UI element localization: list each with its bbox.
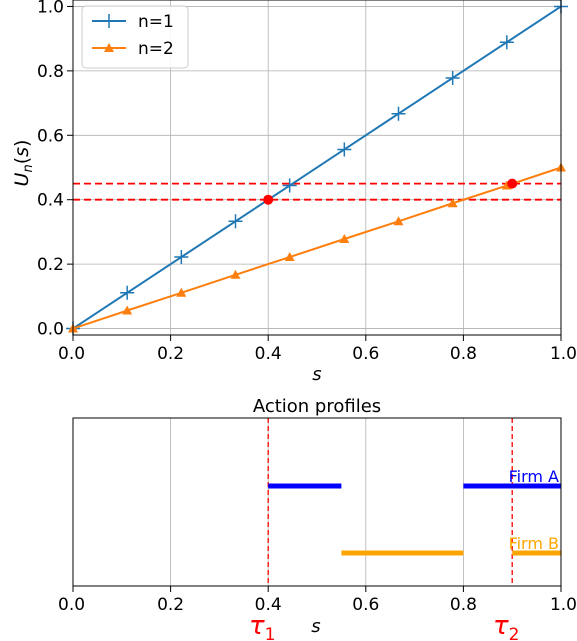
legend-label: n=2 [138, 39, 174, 59]
y-tick-label: 0.2 [37, 255, 64, 275]
x-tick-label: 0.2 [157, 344, 184, 364]
y-axis-label-close: ) [11, 140, 33, 147]
legend-label: n=1 [138, 12, 174, 32]
x-tick-label: 0.4 [255, 344, 282, 364]
y-tick-label: 0.6 [37, 126, 64, 146]
x-tick-label: 0.6 [352, 344, 379, 364]
highlight-point [507, 179, 517, 189]
y-axis-label: Un(s) [11, 140, 36, 187]
y-tick-label: 1.0 [37, 0, 64, 17]
threshold-label-main: τ [249, 611, 265, 641]
x-tick-label: 0.0 [58, 595, 85, 615]
y-axis-label-var: s [11, 147, 33, 157]
threshold-label-sub: 1 [265, 625, 276, 641]
y-tick-label: 0.8 [37, 62, 64, 82]
x-tick-label: 1.0 [550, 344, 577, 364]
data-point [174, 250, 188, 264]
y-tick-label: 0.4 [37, 191, 64, 211]
threshold-label: τ2 [493, 611, 519, 641]
x-axis-label: s [311, 616, 320, 637]
series-label: Firm A [509, 467, 559, 486]
x-axis-label: s [312, 364, 321, 385]
y-axis-label-rest: ( [11, 157, 33, 164]
data-point [500, 35, 514, 49]
data-point [120, 286, 134, 300]
threshold-label-sub: 2 [509, 625, 520, 641]
plot-frame [73, 418, 561, 586]
series-line-n=2 [73, 168, 561, 329]
series-label: Firm B [509, 534, 559, 553]
x-tick-label: 0.2 [157, 595, 184, 615]
legend: n=1n=2 [82, 6, 188, 68]
x-tick-label: 0.8 [450, 344, 477, 364]
chart-title: Action profiles [253, 396, 381, 417]
threshold-label: τ1 [249, 611, 275, 641]
y-axis-label-sub: n [21, 164, 36, 172]
top-chart: 0.0 0.2 0.4 0.6 0.8 1.00.00.20.40.60.81.0sUn(… [11, 0, 577, 385]
data-point [446, 71, 460, 85]
x-tick-label: 0.0 [58, 344, 85, 364]
data-point [337, 142, 351, 156]
x-tick-label: 0.6 [352, 595, 379, 615]
highlight-point [263, 195, 273, 205]
data-point [283, 179, 297, 193]
data-point [229, 214, 243, 228]
y-tick-label: 0.0 [37, 320, 64, 340]
data-point [391, 107, 405, 121]
threshold-label-main: τ [493, 611, 509, 641]
y-axis-label-main: U [11, 172, 33, 186]
x-tick-label: 1.0 [550, 595, 577, 615]
x-tick-label: 0.8 [450, 595, 477, 615]
